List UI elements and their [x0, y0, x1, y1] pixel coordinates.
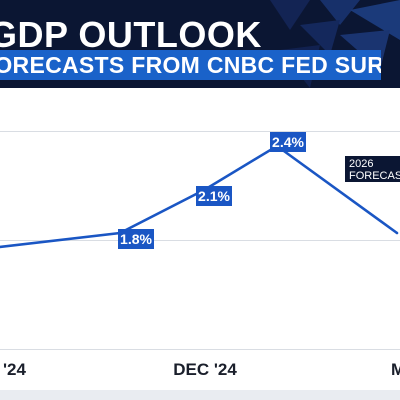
header: GDP OUTLOOK FORECASTS FROM CNBC FED SURV… [0, 0, 400, 88]
x-tick-label: DEC '24 [173, 360, 237, 379]
data-label-box [196, 186, 232, 206]
plot-area [0, 88, 400, 400]
data-point [395, 231, 399, 235]
data-label-box [118, 229, 154, 249]
annotation-box [345, 156, 400, 182]
data-label: 2.1% [198, 188, 230, 204]
chart-subtitle: FORECASTS FROM CNBC FED SURVEY [0, 52, 381, 78]
x-tick-label: '24 [3, 360, 26, 379]
bottom-band [0, 390, 400, 400]
data-label: 2.4% [272, 134, 304, 150]
annotation-text: 2026 [349, 158, 373, 170]
chart-title: GDP OUTLOOK [0, 15, 262, 55]
data-label-box [270, 132, 306, 152]
x-tick-label: M [391, 360, 400, 379]
annotation-text: FORECAS [349, 170, 400, 182]
subtitle-bar: FORECASTS FROM CNBC FED SURVEY [0, 50, 381, 80]
data-label: 1.8% [120, 231, 152, 247]
